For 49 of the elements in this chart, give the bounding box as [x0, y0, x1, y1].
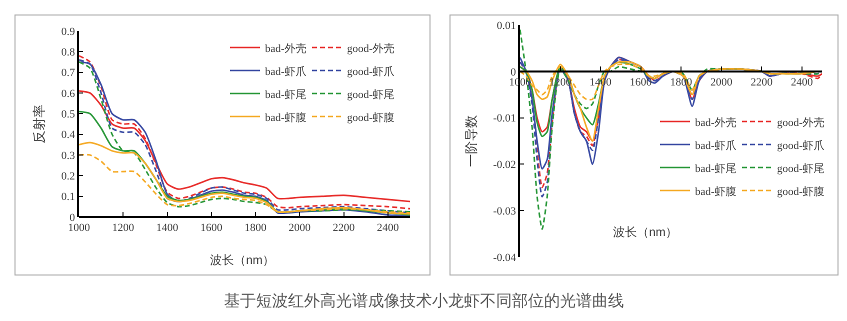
legend-label: bad-虾尾 — [265, 88, 307, 101]
y-tick-label: 0.3 — [61, 150, 76, 162]
y-tick-label: 0.5 — [61, 108, 76, 121]
y-tick-label: -0.04 — [493, 252, 516, 264]
x-tick-label: 1600 — [200, 222, 223, 234]
text: 基于短波红外高光谱成像技术小龙虾不同部位的光谱曲线 — [224, 292, 624, 310]
y-tick-label: 0.9 — [61, 26, 76, 38]
legend-label: good-虾尾 — [347, 88, 395, 101]
legend-label: bad-虾腹 — [265, 112, 307, 124]
x-tick-label: 1400 — [156, 222, 179, 234]
y-tick-label: -0.02 — [493, 159, 516, 172]
x-tick-label: 1600 — [630, 76, 652, 88]
legend-label: bad-外壳 — [265, 42, 307, 55]
legend-label: bad-虾爪 — [695, 138, 737, 152]
x-tick-label: 2400 — [790, 76, 814, 88]
legend-label: good-外壳 — [347, 42, 395, 55]
y-tick-label: 0.7 — [61, 67, 76, 80]
y-tick-label: 0.2 — [61, 170, 75, 183]
y-tick-label: 0.1 — [61, 191, 75, 204]
legend-label: good-外壳 — [777, 116, 825, 129]
y-axis-title: 反射率 — [32, 104, 47, 144]
y-tick-label: 0.4 — [61, 129, 76, 142]
x-tick-label: 2000 — [288, 222, 312, 234]
x-axis-title: 波长（nm） — [613, 225, 678, 239]
legend-label: good-虾尾 — [777, 162, 825, 175]
legend-label: good-虾爪 — [777, 138, 825, 152]
x-tick-label: 2200 — [332, 222, 356, 234]
y-tick-label: 0 — [70, 212, 76, 224]
x-axis-title: 波长（nm） — [210, 253, 275, 267]
legend-label: bad-虾爪 — [265, 64, 307, 78]
x-tick-label: 2200 — [750, 76, 774, 88]
y-tick-label: -0.01 — [493, 112, 516, 125]
legend-label: bad-虾腹 — [695, 186, 737, 198]
legend-label: bad-虾尾 — [695, 162, 737, 175]
y-tick-label: 0.01 — [496, 20, 516, 32]
legend-label: good-虾爪 — [347, 64, 395, 78]
legend-label: bad-外壳 — [695, 116, 737, 129]
y-tick-label: 0.6 — [61, 88, 76, 100]
y-tick-label: 0.8 — [61, 46, 76, 59]
y-axis-title: 一阶导数 — [464, 115, 479, 167]
y-tick-label: 0 — [510, 66, 516, 78]
legend-label: good-虾腹 — [777, 186, 825, 198]
y-tick-label: -0.03 — [493, 205, 516, 218]
legend-label: good-虾腹 — [347, 112, 395, 124]
x-tick-label: 2000 — [710, 76, 733, 88]
x-tick-label: 1200 — [112, 222, 135, 234]
x-tick-label: 1800 — [244, 222, 268, 234]
x-tick-label: 2400 — [376, 222, 400, 234]
x-tick-label: 1000 — [68, 222, 90, 234]
